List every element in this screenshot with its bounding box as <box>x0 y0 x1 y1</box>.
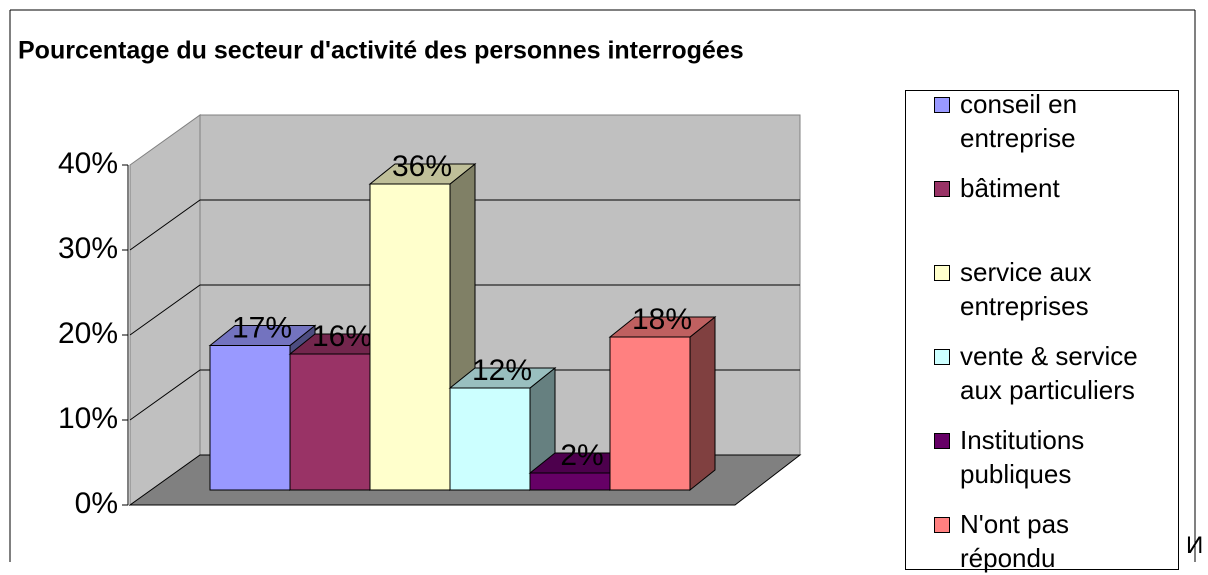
corner-text: И <box>1186 532 1204 559</box>
bar <box>289 353 371 491</box>
chart-title: Pourcentage du secteur d'activité des pe… <box>18 37 744 65</box>
legend-swatch <box>934 97 950 113</box>
value-label: 18% <box>632 303 692 336</box>
grid-line <box>129 284 800 336</box>
bar <box>449 387 531 491</box>
legend-label: service aux entreprises <box>960 257 1092 321</box>
y-tick-label: 40% <box>58 147 118 180</box>
legend-entry: N'ont pas répondu <box>930 507 1170 575</box>
legend-swatch <box>934 265 950 281</box>
chart: Pourcentage du secteur d'activité des pe… <box>9 9 1196 562</box>
grid-line <box>129 369 800 421</box>
value-label: 36% <box>392 150 452 183</box>
legend-entry: service aux entreprises <box>930 255 1170 323</box>
legend-entry: bâtiment <box>930 171 1170 205</box>
legend-entry: conseil en entreprise <box>930 87 1170 155</box>
legend-swatch <box>934 349 950 365</box>
legend-label: N'ont pas répondu <box>960 509 1070 573</box>
bar <box>529 472 611 491</box>
bar-side <box>689 315 716 492</box>
value-label: 17% <box>232 311 292 344</box>
y-tick-label: 10% <box>58 402 118 435</box>
value-label: 2% <box>560 439 603 472</box>
legend-entry: Institutions publiques <box>930 423 1170 491</box>
bar <box>209 345 291 491</box>
bar <box>609 336 691 491</box>
legend-label: vente & service aux particuliers <box>960 341 1138 405</box>
legend-label: bâtiment <box>960 173 1060 203</box>
page: Pourcentage du secteur d'activité des pe… <box>9 9 1204 573</box>
bar <box>369 183 451 491</box>
y-tick-label: 0% <box>75 487 118 520</box>
y-tick-label: 20% <box>58 317 118 350</box>
legend-entry: vente & service aux particuliers <box>930 339 1170 407</box>
value-label: 16% <box>312 320 372 353</box>
grid-line <box>129 199 800 251</box>
legend-swatch <box>934 517 950 533</box>
legend-label: conseil en entreprise <box>960 89 1078 153</box>
legend-swatch <box>934 433 950 449</box>
legend-swatch <box>934 181 950 197</box>
value-label: 12% <box>472 354 532 387</box>
legend-label: Institutions publiques <box>960 425 1085 489</box>
legend: conseil en entreprise bâtiment service aux… <box>905 87 1179 573</box>
y-tick-label: 30% <box>58 232 118 265</box>
